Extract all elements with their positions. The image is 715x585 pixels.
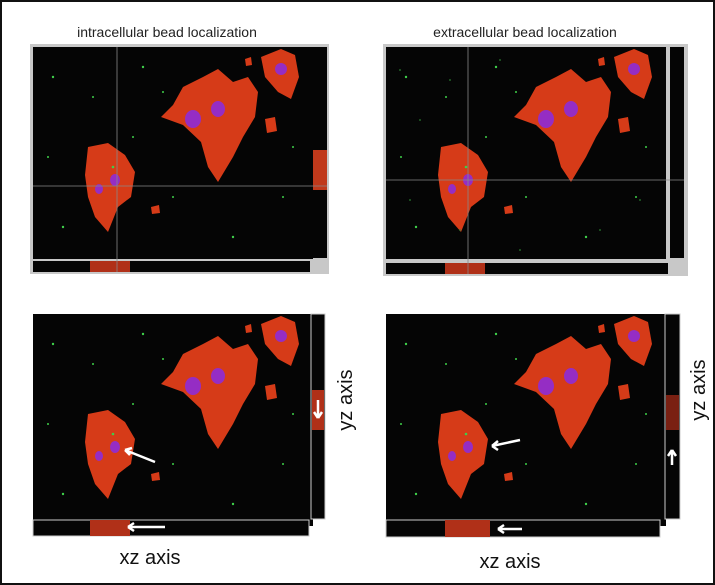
axis-label: xz axis xyxy=(119,547,180,569)
axis-label: yz axis xyxy=(335,369,357,430)
axis-label: yz axis xyxy=(688,359,710,420)
image-panel xyxy=(383,44,688,276)
image-panel xyxy=(30,44,329,274)
axis-label: xz axis xyxy=(479,551,540,573)
panel-title: extracellular bead localization xyxy=(433,24,617,40)
image-panel xyxy=(385,313,681,538)
image-panel xyxy=(32,313,326,537)
panel-title: intracellular bead localization xyxy=(77,24,257,40)
